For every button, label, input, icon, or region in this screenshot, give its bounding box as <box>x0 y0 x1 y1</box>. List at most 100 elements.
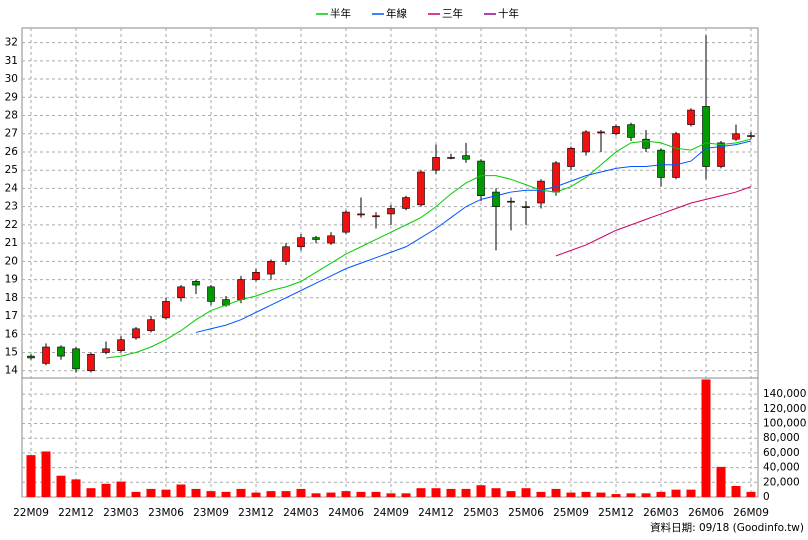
x-tick-label: 26M06 <box>688 507 724 519</box>
x-tick-label: 26M09 <box>733 507 769 519</box>
y-tick-label: 30 <box>5 73 18 85</box>
legend-label: 三年 <box>442 7 463 20</box>
x-tick-label: 25M12 <box>598 507 634 519</box>
ma-line <box>105 138 752 359</box>
legend-label: 十年 <box>498 7 519 20</box>
candle-body <box>522 206 530 208</box>
volume-bar <box>131 491 141 497</box>
y-tick-label: 0 <box>763 491 770 503</box>
candle-body <box>402 197 410 209</box>
candle-body <box>237 279 245 300</box>
y-tick-label: 19 <box>5 274 18 286</box>
candle-body <box>612 126 620 135</box>
candle-body <box>312 237 320 240</box>
y-tick-label: 80,000 <box>763 432 800 444</box>
candle-body <box>72 348 80 370</box>
volume-bar <box>461 488 471 497</box>
legend-label: 半年 <box>330 7 351 20</box>
x-tick-label: 24M03 <box>283 507 319 519</box>
y-tick-label: 100,000 <box>763 418 806 430</box>
y-tick-label: 18 <box>5 292 18 304</box>
volume-bar <box>341 491 351 497</box>
volume-bar <box>746 491 756 497</box>
volume-bar <box>641 493 651 497</box>
volume-bar <box>536 491 546 497</box>
x-tick-label: 23M03 <box>103 507 139 519</box>
volume-bar <box>251 492 261 497</box>
y-tick-label: 120,000 <box>763 403 806 415</box>
plot-frame <box>21 27 759 498</box>
ma-line <box>555 186 752 257</box>
volume-bar <box>56 475 66 497</box>
candle-body <box>162 301 170 319</box>
x-tick-label: 24M06 <box>328 507 364 519</box>
volume-bar <box>116 481 126 497</box>
candle-body <box>687 109 695 125</box>
x-tick-label: 23M06 <box>148 507 184 519</box>
x-tick-label: 25M06 <box>508 507 544 519</box>
y-tick-label: 29 <box>5 91 18 103</box>
volume-bar <box>101 483 111 497</box>
candle-body <box>447 157 455 159</box>
volume-bar <box>41 451 51 497</box>
y-tick-label: 15 <box>5 346 18 358</box>
volume-bar <box>551 488 561 497</box>
candle-body <box>567 148 575 167</box>
candle-body <box>582 131 590 153</box>
volume-bar <box>266 491 276 497</box>
x-tick-label: 25M09 <box>553 507 589 519</box>
candle-body <box>282 246 290 262</box>
candle-body <box>732 133 740 140</box>
candle-body <box>642 138 650 149</box>
volume-bar <box>296 488 306 497</box>
x-tick-label: 25M03 <box>463 507 499 519</box>
volume-bar <box>626 493 636 497</box>
volume-bar <box>491 488 501 497</box>
y-tick-label: 23 <box>5 201 18 213</box>
candle-body <box>537 180 545 204</box>
candle-body <box>357 213 365 216</box>
candle-body <box>57 346 65 357</box>
candle-body <box>747 135 755 137</box>
candle-body <box>177 286 185 299</box>
candle-body <box>372 215 380 218</box>
volume-bar <box>356 491 366 497</box>
candle-body <box>117 339 125 351</box>
volume-bar <box>221 491 231 497</box>
candle-body <box>102 348 110 353</box>
y-tick-label: 31 <box>5 55 18 67</box>
candle-body <box>702 106 710 167</box>
y-tick-label: 20 <box>5 255 18 267</box>
volume-bar <box>416 488 426 497</box>
x-tick-label: 26M03 <box>643 507 679 519</box>
candle-body <box>327 235 335 244</box>
y-tick-label: 21 <box>5 237 18 249</box>
candle-body <box>717 142 725 167</box>
volume-bar <box>611 494 621 497</box>
y-tick-label: 60,000 <box>763 447 800 459</box>
footnote: 資料日期: 09/18 (Goodinfo.tw) <box>650 521 804 534</box>
volume-bar <box>521 488 531 497</box>
volume-bar <box>176 484 186 497</box>
x-tick-label: 23M09 <box>193 507 229 519</box>
candle-body <box>27 355 35 359</box>
candle-body <box>132 328 140 339</box>
volume-bar <box>311 493 321 497</box>
volume-bar <box>206 491 216 497</box>
volume-bar <box>476 485 486 497</box>
candle-body <box>672 133 680 178</box>
candle-body <box>492 191 500 207</box>
candle-body <box>342 211 350 233</box>
candle-body <box>147 319 155 331</box>
volume-bar <box>686 489 696 497</box>
y-tick-label: 22 <box>5 219 18 231</box>
ma-line <box>195 140 752 333</box>
candle-body <box>42 346 50 364</box>
candle-body <box>387 208 395 215</box>
y-tick-label: 26 <box>5 146 19 158</box>
y-tick-label: 24 <box>5 182 19 194</box>
y-tick-label: 25 <box>5 164 18 176</box>
volume-bar <box>86 488 96 497</box>
y-tick-label: 140,000 <box>763 388 806 400</box>
volume-bar <box>716 466 726 497</box>
